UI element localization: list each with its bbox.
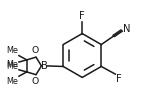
Text: Me: Me — [7, 62, 19, 71]
Text: Me: Me — [7, 46, 19, 55]
Text: F: F — [116, 74, 122, 84]
Text: O: O — [32, 46, 39, 55]
Text: O: O — [32, 77, 39, 86]
Text: Me: Me — [7, 77, 19, 86]
Text: F: F — [79, 11, 85, 21]
Text: Me: Me — [7, 60, 19, 69]
Text: N: N — [123, 24, 131, 34]
Text: B: B — [41, 61, 48, 71]
